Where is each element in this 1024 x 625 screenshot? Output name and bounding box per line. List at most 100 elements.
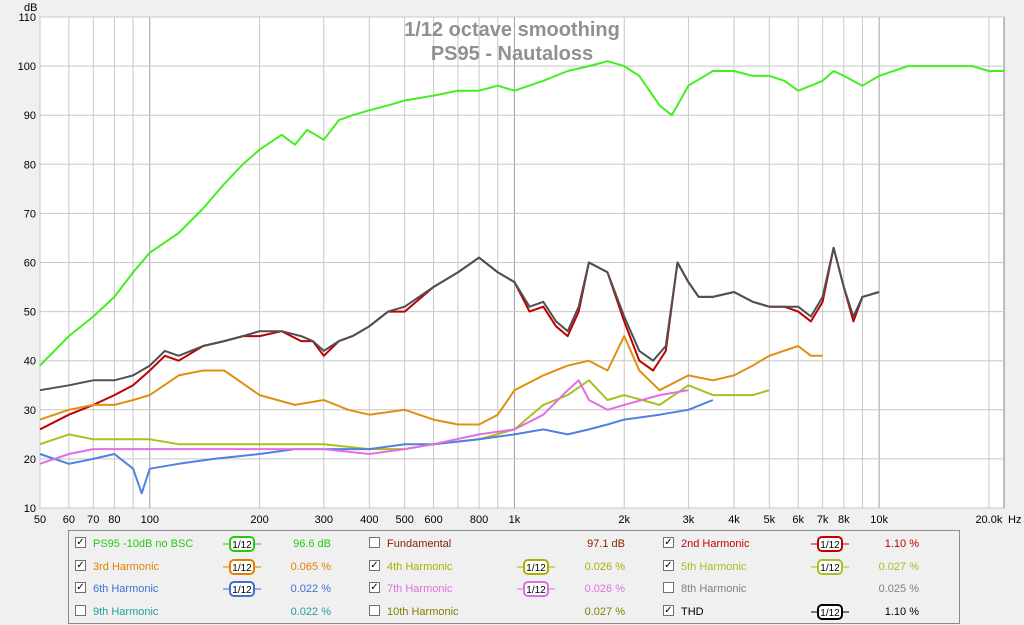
y-tick-label: 20 xyxy=(24,454,36,466)
x-tick-label: 500 xyxy=(395,514,413,526)
x-tick-label: 8k xyxy=(838,514,850,526)
legend-trace-name: Fundamental xyxy=(387,538,452,550)
legend-trace-name: 9th Harmonic xyxy=(93,605,159,618)
y-tick-label: 100 xyxy=(18,61,36,73)
svg-text:1/12: 1/12 xyxy=(526,585,546,596)
y-tick-label: 80 xyxy=(24,159,36,171)
x-tick-label: 70 xyxy=(87,514,99,526)
legend-item: Fundamental 97.1 dB xyxy=(369,534,659,554)
smoothing-button[interactable]: 1/12 xyxy=(517,581,555,597)
smoothing-button[interactable]: 1/12 xyxy=(223,581,261,597)
legend-value: 1.10 % xyxy=(884,605,919,618)
legend-value: 0.065 % xyxy=(290,560,331,573)
legend-checkbox[interactable]: ✓ xyxy=(663,604,674,616)
svg-text:1/12: 1/12 xyxy=(820,563,840,574)
x-tick-label: 4k xyxy=(728,514,740,526)
x-axis-unit: Hz xyxy=(1008,514,1021,526)
legend-trace-name: THD xyxy=(681,605,704,618)
svg-text:1/12: 1/12 xyxy=(820,540,840,551)
legend-item: ✓ 4th Harmonic 1/12 0.026 % xyxy=(369,557,659,577)
smoothing-button[interactable]: 1/12 xyxy=(517,558,555,575)
legend-value: 0.026 % xyxy=(584,583,625,595)
legend-trace-name: PS95 -10dB no BSC xyxy=(93,538,194,550)
svg-text:1/12: 1/12 xyxy=(232,540,252,551)
smoothing-button[interactable]: 1/12 xyxy=(811,536,849,552)
legend-item: ✓ 5th Harmonic 1/12 0.027 % xyxy=(663,557,953,577)
y-tick-label: 110 xyxy=(18,12,36,24)
legend-trace-name: 4th Harmonic xyxy=(387,560,453,573)
legend-checkbox[interactable]: ✓ xyxy=(369,559,380,571)
y-tick-label: 50 xyxy=(24,307,36,319)
legend-row: ✓ PS95 -10dB no BSC 1/12 96.6 dB Fundamental… xyxy=(69,534,959,554)
legend-value: 1.10 % xyxy=(884,538,919,550)
legend-value: 0.022 % xyxy=(290,583,331,595)
svg-text:1/12: 1/12 xyxy=(232,563,252,574)
x-tick-label: 80 xyxy=(108,514,120,526)
legend-checkbox[interactable]: ✓ xyxy=(369,582,380,593)
legend-item: ✓ THD 1/12 1.10 % xyxy=(663,602,953,622)
legend-value: 0.025 % xyxy=(878,583,919,595)
smoothing-button[interactable]: 1/12 xyxy=(811,558,849,575)
legend-checkbox[interactable] xyxy=(75,604,86,616)
legend-item: 10th Harmonic 0.027 % xyxy=(369,602,659,622)
y-axis-unit: dB xyxy=(24,2,37,14)
grid xyxy=(39,16,1004,509)
x-tick-label: 6k xyxy=(792,514,804,526)
legend-item: ✓ 3rd Harmonic 1/12 0.065 % xyxy=(75,557,365,577)
legend-checkbox[interactable]: ✓ xyxy=(75,582,86,593)
series-line-6th-harmonic xyxy=(39,399,714,495)
x-tick-label: 400 xyxy=(360,514,378,526)
legend-checkbox[interactable] xyxy=(369,537,380,548)
y-tick-label: 30 xyxy=(24,405,36,417)
svg-text:1/12: 1/12 xyxy=(526,563,546,574)
x-tick-label: 200 xyxy=(250,514,268,526)
series-line-ps95-10db-no-bsc xyxy=(39,60,1004,367)
legend-value: 0.026 % xyxy=(584,560,625,573)
x-tick-label: 1k xyxy=(509,514,521,526)
legend-row: 9th Harmonic 0.022 % 10th Harmonic 0.027 % ✓… xyxy=(69,602,959,622)
legend-checkbox[interactable]: ✓ xyxy=(663,537,674,548)
x-tick-label: 2k xyxy=(618,514,630,526)
smoothing-button[interactable]: 1/12 xyxy=(223,536,261,552)
legend-checkbox[interactable] xyxy=(369,604,380,616)
y-tick-label: 40 xyxy=(24,356,36,368)
x-tick-label: 600 xyxy=(424,514,442,526)
x-tick-label: 7k xyxy=(817,514,829,526)
y-tick-label: 10 xyxy=(24,503,36,515)
legend-panel: ✓ PS95 -10dB no BSC 1/12 96.6 dB Fundamental… xyxy=(68,530,960,624)
legend-checkbox[interactable] xyxy=(663,582,674,593)
chart-title: 1/12 octave smoothing xyxy=(404,19,620,41)
y-tick-label: 60 xyxy=(24,258,36,270)
x-tick-label: 3k xyxy=(683,514,695,526)
smoothing-button[interactable]: 1/12 xyxy=(811,603,849,620)
series-line-thd xyxy=(39,246,880,392)
legend-value: 0.027 % xyxy=(584,605,625,618)
smoothing-button[interactable]: 1/12 xyxy=(223,558,261,575)
legend-checkbox[interactable]: ✓ xyxy=(663,559,674,571)
svg-text:1/12: 1/12 xyxy=(232,585,252,596)
x-tick-label: 10k xyxy=(870,514,888,526)
y-tick-label: 90 xyxy=(24,110,36,122)
legend-trace-name: 10th Harmonic xyxy=(387,605,459,618)
legend-item: ✓ 6th Harmonic 1/12 0.022 % xyxy=(75,579,365,599)
legend-item: ✓ 2nd Harmonic 1/12 1.10 % xyxy=(663,534,953,554)
legend-checkbox[interactable]: ✓ xyxy=(75,559,86,571)
x-tick-label: 300 xyxy=(315,514,333,526)
x-tick-label: 800 xyxy=(470,514,488,526)
legend-trace-name: 7th Harmonic xyxy=(387,583,453,595)
x-tick-label: 100 xyxy=(141,514,159,526)
legend-row: ✓ 3rd Harmonic 1/12 0.065 % ✓ 4th Harmonic 1/1… xyxy=(69,557,959,577)
chart-subtitle: PS95 - Nautaloss xyxy=(431,43,593,65)
legend-trace-name: 2nd Harmonic xyxy=(681,538,750,550)
legend-trace-name: 5th Harmonic xyxy=(681,560,747,573)
legend-trace-name: 3rd Harmonic xyxy=(93,560,160,573)
legend-value: 0.027 % xyxy=(878,560,919,573)
legend-row: ✓ 6th Harmonic 1/12 0.022 % ✓ 7th Harmonic 1/1… xyxy=(69,579,959,599)
x-tick-label: 5k xyxy=(764,514,776,526)
legend-checkbox[interactable]: ✓ xyxy=(75,537,86,548)
legend-item: ✓ PS95 -10dB no BSC 1/12 96.6 dB xyxy=(75,534,365,554)
series-lines xyxy=(39,60,1004,495)
legend-value: 96.6 dB xyxy=(293,538,331,550)
legend-item: 9th Harmonic 0.022 % xyxy=(75,602,365,622)
legend-trace-name: 8th Harmonic xyxy=(681,583,747,595)
